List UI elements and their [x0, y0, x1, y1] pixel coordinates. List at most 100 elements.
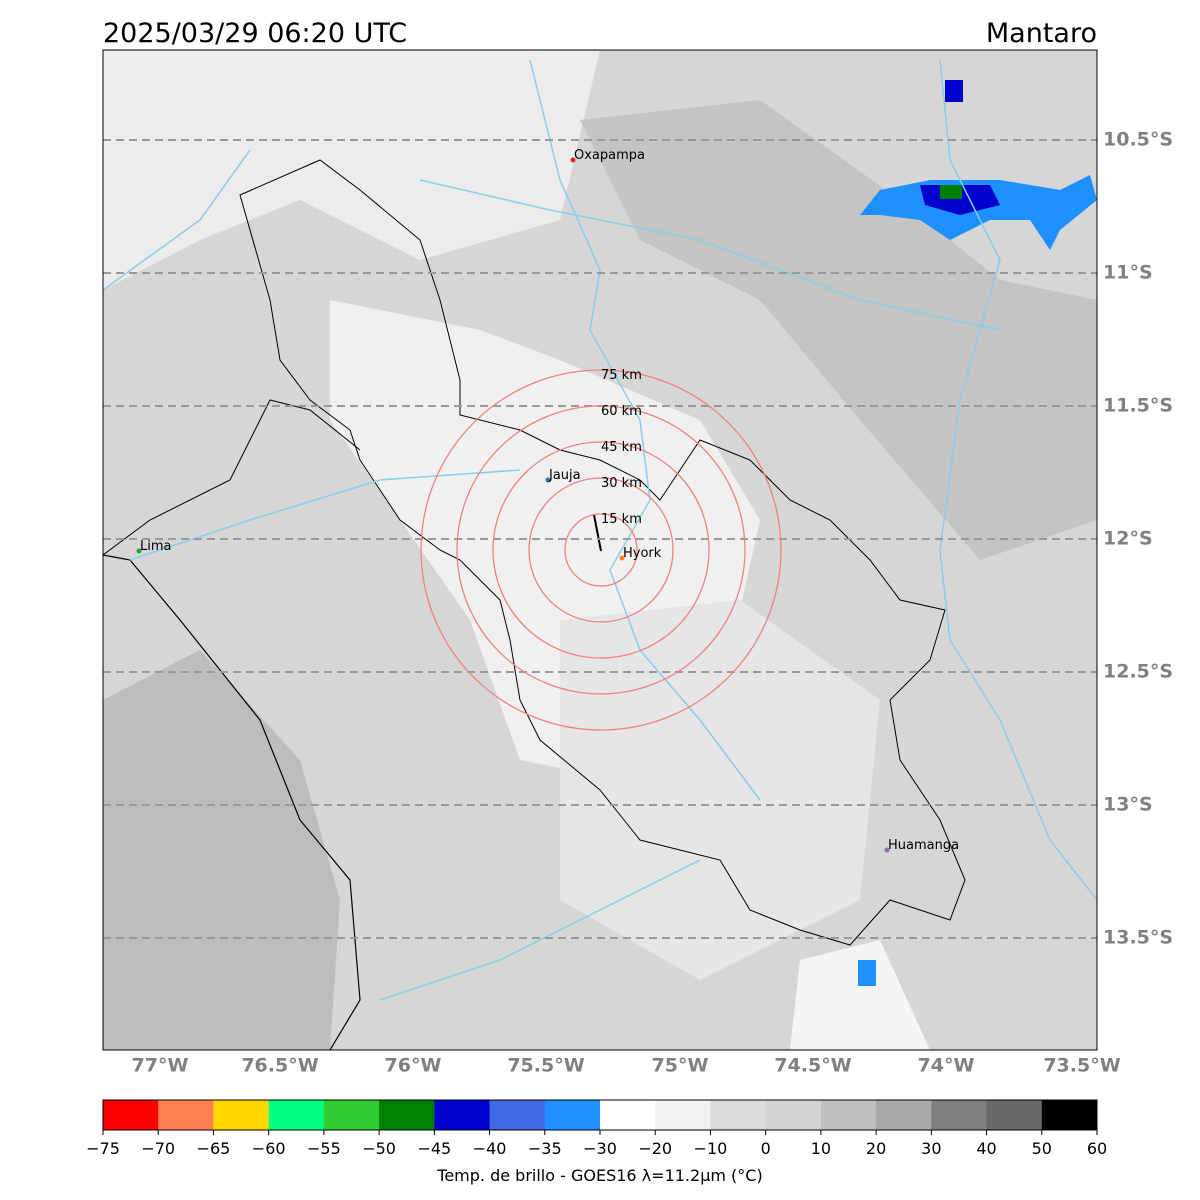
colorbar-segment: [765, 1100, 822, 1130]
title: 2025/03/29 06:20 UTC: [103, 18, 407, 49]
lon-label: 74°W: [918, 1055, 975, 1077]
colorbar-segment: [544, 1100, 601, 1130]
river: [103, 149, 251, 291]
basin-outline: [239, 159, 966, 946]
colorbar-segment: [931, 1100, 988, 1130]
coastline: [103, 554, 361, 1050]
colorbar-tick-label: −65: [197, 1139, 231, 1158]
colorbar-tick-label: 0: [761, 1139, 771, 1158]
range-ring: [564, 513, 638, 587]
lat-label: 12°S: [1103, 528, 1153, 550]
river: [939, 59, 1097, 901]
lon-label: 76°W: [385, 1055, 442, 1077]
city-label: Oxapampa: [574, 148, 645, 163]
colorbar-tick-label: 20: [866, 1139, 886, 1158]
colorbar-segment: [710, 1100, 767, 1130]
cloud-dark: [103, 650, 340, 1050]
lon-label: 73.5°W: [1043, 1055, 1120, 1077]
city-marker: [570, 157, 576, 163]
lon-label: 75°W: [652, 1055, 709, 1077]
city-label: Huamanga: [888, 838, 959, 853]
colorbar-segment: [379, 1100, 435, 1130]
river: [379, 859, 701, 1001]
lon-label: 77°W: [132, 1055, 189, 1077]
lon-label: 74.5°W: [774, 1055, 851, 1077]
colorbar-segment: [158, 1100, 214, 1130]
city-label: Lima: [140, 539, 171, 554]
colorbar-segment: [655, 1100, 711, 1130]
colorbar-tick-label: 50: [1032, 1139, 1052, 1158]
colorbar-tick-label: −10: [694, 1139, 728, 1158]
colorbar-tick-label: 60: [1087, 1139, 1107, 1158]
colorbar-segment: [820, 1100, 877, 1130]
ring-label: 15 km: [601, 512, 642, 527]
colorbar-tick-label: −75: [86, 1139, 120, 1158]
colorbar-tick-label: −20: [638, 1139, 672, 1158]
cloud-light: [103, 50, 600, 290]
cloud-light: [790, 940, 930, 1050]
range-ring: [528, 477, 674, 623]
city-marker: [136, 548, 142, 554]
region: Mantaro: [986, 18, 1097, 49]
colorbar: −75 −70 −65 −60 −55 −50 −45 −40 −35 −30 −20 −10 0 10 2…: [86, 1099, 1107, 1158]
cold-cloud: [940, 185, 962, 199]
cold-cloud: [945, 80, 963, 102]
colorbar-tick-label: −70: [141, 1139, 175, 1158]
lat-label: 10.5°S: [1103, 129, 1173, 151]
colorbar-tick-label: 30: [921, 1139, 941, 1158]
city-marker: [619, 555, 625, 561]
city-label: Hyork: [623, 546, 662, 561]
colorbar-segment: [489, 1100, 546, 1130]
lon-label: 76.5°W: [241, 1055, 318, 1077]
colorbar-tick-label: −40: [473, 1139, 507, 1158]
map-frame: [102, 49, 1098, 1051]
colorbar-tick-label: −35: [528, 1139, 562, 1158]
colorbar-segment: [268, 1100, 325, 1130]
ring-label: 75 km: [601, 368, 642, 383]
cloud-dark: [580, 100, 1097, 560]
city-marker: [884, 847, 890, 853]
colorbar-tick-label: 40: [976, 1139, 996, 1158]
ring-label: 60 km: [601, 404, 642, 419]
lat-label: 11°S: [1103, 262, 1153, 284]
river: [529, 59, 761, 801]
range-ring: [456, 405, 746, 695]
range-ring: [420, 369, 782, 731]
ring-label: 45 km: [601, 440, 642, 455]
colorbar-tick-label: −50: [362, 1139, 396, 1158]
basin-outline: [103, 399, 361, 556]
colorbar-label: Temp. de brillo - GOES16 λ=11.2μm (°C): [436, 1166, 762, 1185]
colorbar-tick-label: 10: [811, 1139, 831, 1158]
colorbar-segment: [323, 1100, 380, 1130]
colorbar-segment: [600, 1100, 656, 1130]
range-rings: 15 km 30 km 45 km 60 km 75 km: [420, 368, 782, 731]
colorbar-segment: [434, 1100, 491, 1130]
lat-label: 11.5°S: [1103, 395, 1173, 417]
cold-cloud: [858, 960, 876, 986]
colorbar-tick-label: −30: [583, 1139, 617, 1158]
colorbar-tick-label: −60: [252, 1139, 286, 1158]
cold-cloud: [860, 175, 1097, 250]
lat-label: 12.5°S: [1103, 661, 1173, 683]
cities: Oxapampa Jauja Hyork Lima Huamanga: [136, 148, 959, 853]
lat-label: 13.5°S: [1103, 927, 1173, 949]
city-label: Jauja: [548, 468, 581, 483]
cloud-light: [560, 600, 880, 980]
city-marker: [545, 477, 551, 483]
wind-vector: [593, 514, 602, 552]
river: [419, 179, 1001, 331]
map: 10.5°S 11°S 11.5°S 12°S 12.5°S 13°S 13.5°S 77°W…: [102, 49, 1173, 1077]
lat-label: 13°S: [1103, 794, 1153, 816]
lon-label: 75.5°W: [507, 1055, 584, 1077]
river: [129, 469, 521, 561]
colorbar-segment: [876, 1100, 932, 1130]
colorbar-segment: [1041, 1100, 1098, 1130]
colorbar-segment: [213, 1100, 270, 1130]
rivers: [103, 59, 1097, 1001]
range-ring: [492, 441, 710, 659]
colorbar-tick-label: −55: [307, 1139, 341, 1158]
colorbar-tick-label: −45: [417, 1139, 451, 1158]
colorbar-segment: [103, 1100, 159, 1130]
colorbar-segment: [986, 1100, 1043, 1130]
